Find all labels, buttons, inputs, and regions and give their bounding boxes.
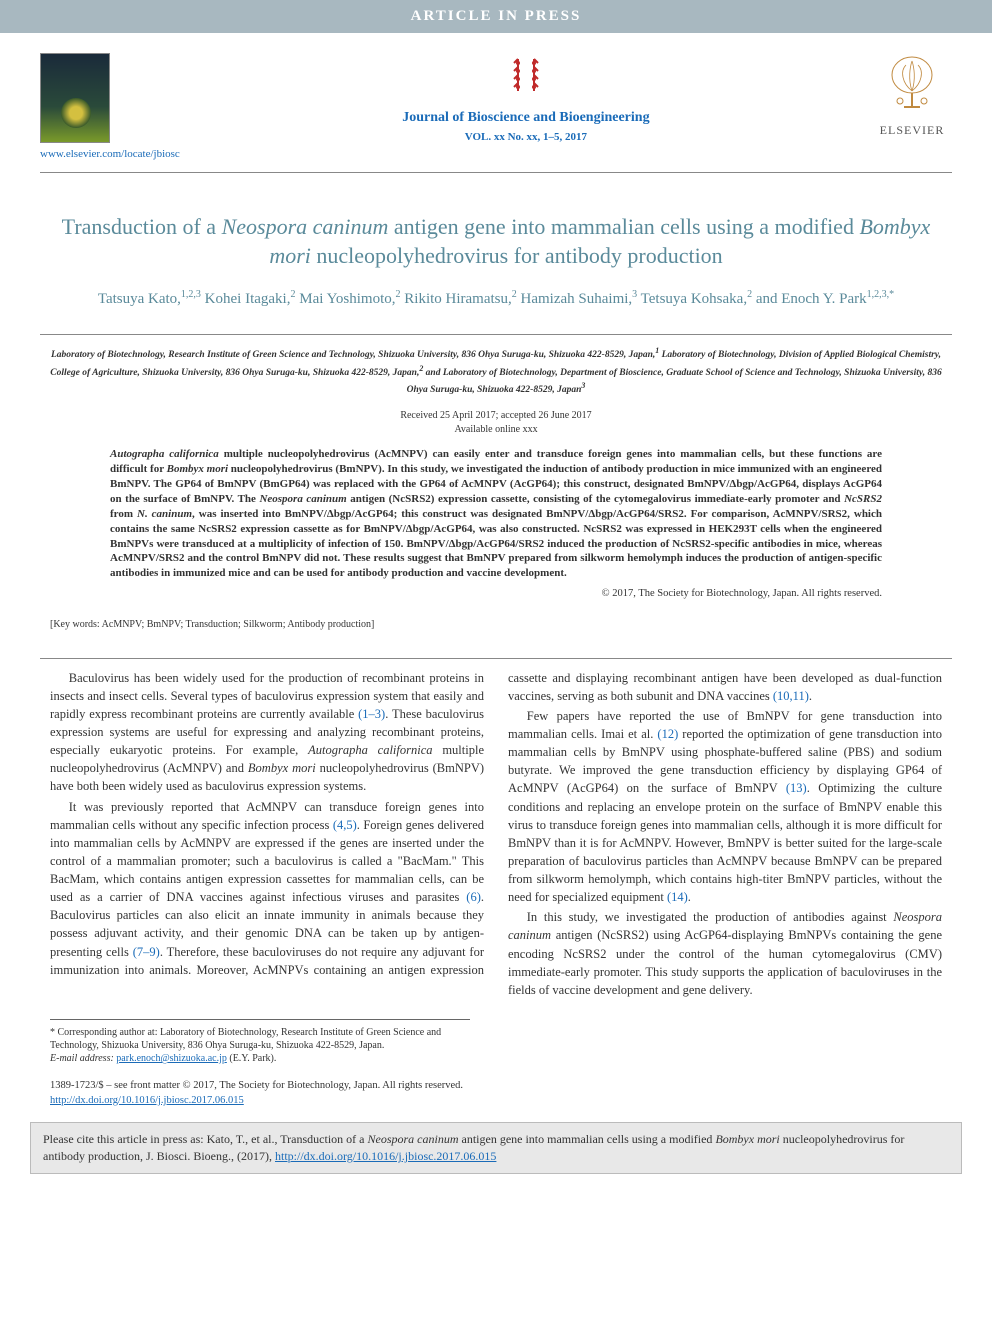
publisher-block: ELSEVIER [872, 53, 952, 139]
body-paragraph: Few papers have reported the use of BmNP… [508, 707, 942, 906]
affiliations: Laboratory of Biotechnology, Research In… [0, 345, 992, 409]
journal-cover-block: www.elsevier.com/locate/jbiosc [40, 53, 180, 162]
email-who: (E.Y. Park). [229, 1053, 276, 1064]
doi-link[interactable]: http://dx.doi.org/10.1016/j.jbiosc.2017.… [50, 1095, 244, 1106]
title-text: nucleopolyhedrovirus for antibody produc… [311, 243, 723, 268]
body-paragraph: Baculovirus has been widely used for the… [50, 669, 484, 796]
journal-title-block: Journal of Bioscience and Bioengineering… [180, 53, 872, 145]
footnotes: * Corresponding author at: Laboratory of… [50, 1019, 470, 1065]
body-paragraph: In this study, we investigated the produ… [508, 908, 942, 999]
journal-logo-icon [504, 53, 548, 102]
email-line: E-mail address: park.enoch@shizuoka.ac.j… [50, 1052, 470, 1065]
citation-box: Please cite this article in press as: Ka… [30, 1122, 962, 1174]
online-date: Available online xxx [0, 423, 992, 437]
keywords: [Key words: AcMNPV; BmNPV; Transduction;… [0, 612, 992, 648]
abstract: Autographa californica multiple nucleopo… [0, 447, 992, 587]
publisher-name: ELSEVIER [872, 122, 952, 139]
abstract-separator [40, 658, 952, 659]
article-title: Transduction of a Neospora caninum antig… [0, 183, 992, 286]
email-label: E-mail address: [50, 1053, 114, 1064]
title-text: Transduction of a [62, 214, 222, 239]
elsevier-tree-icon [882, 53, 942, 113]
journal-cover-image [40, 53, 110, 143]
journal-issue: VOL. xx No. xx, 1–5, 2017 [180, 130, 872, 145]
corresponding-author-note: * Corresponding author at: Laboratory of… [50, 1026, 470, 1052]
doi-block: 1389-1723/$ – see front matter © 2017, T… [0, 1065, 992, 1114]
title-species-1: Neospora caninum [222, 214, 389, 239]
authors-separator [40, 334, 952, 335]
author-list: Tatsuya Kato,1,2,3 Kohei Itagaki,2 Mai Y… [0, 287, 992, 325]
article-dates: Received 25 April 2017; accepted 26 June… [0, 409, 992, 437]
front-matter-line: 1389-1723/$ – see front matter © 2017, T… [50, 1079, 942, 1094]
article-in-press-banner: ARTICLE IN PRESS [0, 0, 992, 33]
article-body: Baculovirus has been widely used for the… [0, 669, 992, 999]
journal-homepage-link[interactable]: www.elsevier.com/locate/jbiosc [40, 147, 180, 162]
title-text: antigen gene into mammalian cells using … [388, 214, 859, 239]
header-row: www.elsevier.com/locate/jbiosc Journal o… [0, 53, 992, 162]
copyright-line: © 2017, The Society for Biotechnology, J… [0, 587, 992, 612]
header-separator [40, 172, 952, 173]
corresponding-email-link[interactable]: park.enoch@shizuoka.ac.jp [116, 1053, 227, 1064]
journal-name: Journal of Bioscience and Bioengineering [180, 108, 872, 128]
received-date: Received 25 April 2017; accepted 26 June… [0, 409, 992, 423]
